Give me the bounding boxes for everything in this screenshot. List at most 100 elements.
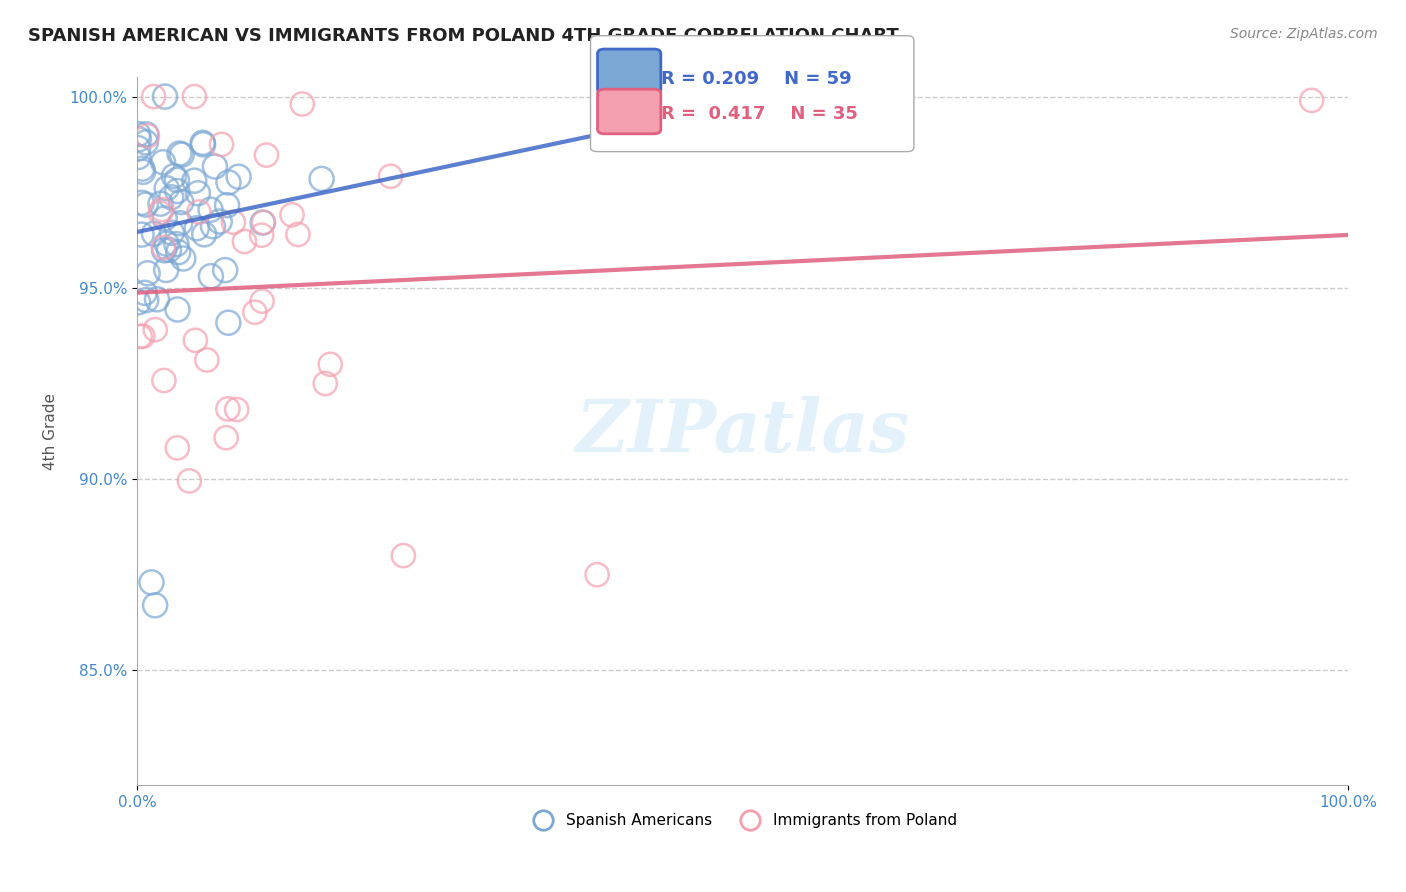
Point [222,215,245,229]
Point [281,208,304,222]
Point [191,136,214,150]
Point [311,172,333,186]
Point [204,160,226,174]
Point [217,316,239,330]
Point [142,227,165,241]
Point [200,202,222,217]
Point [156,181,179,195]
Point [225,402,247,417]
Point [183,174,205,188]
Point [149,196,172,211]
Point [153,244,176,258]
Point [153,89,176,103]
Point [135,197,157,211]
Point [586,567,609,582]
Point [166,302,188,317]
Point [150,202,173,217]
Point [129,329,152,343]
Point [163,169,186,184]
Legend: Spanish Americans, Immigrants from Poland: Spanish Americans, Immigrants from Polan… [522,807,963,834]
Point [127,150,149,164]
Point [250,294,273,309]
Point [143,599,166,613]
Point [167,245,190,260]
Point [186,221,208,235]
Point [166,173,188,187]
Point [201,219,224,234]
Point [217,176,239,190]
Point [215,431,238,445]
Point [160,190,183,204]
Point [187,186,209,201]
Point [214,263,236,277]
Point [208,214,231,228]
Point [135,128,157,142]
Point [211,137,233,152]
Point [169,146,191,161]
Point [183,89,205,103]
Point [135,293,157,307]
Point [160,226,183,240]
Point [132,329,155,343]
Point [243,305,266,319]
Y-axis label: 4th Grade: 4th Grade [44,392,58,470]
Point [233,235,256,249]
Point [127,141,149,155]
Point [228,169,250,184]
Point [155,263,177,277]
Point [169,216,191,230]
Point [256,148,278,162]
Point [191,137,214,152]
Point [155,236,177,251]
Point [149,206,172,220]
Point [136,128,159,143]
Point [217,401,239,416]
Point [170,147,193,161]
Point [291,97,314,112]
Point [380,169,402,184]
Point [146,293,169,307]
Point [143,323,166,337]
Point [287,227,309,242]
Point [153,374,176,388]
Point [195,353,218,368]
Point [127,295,149,310]
Point [127,127,149,141]
Point [252,215,274,229]
Point [319,357,342,371]
Point [157,243,180,257]
Text: Source: ZipAtlas.com: Source: ZipAtlas.com [1230,27,1378,41]
Point [166,184,188,198]
Point [252,216,274,230]
Point [166,441,188,455]
Point [200,269,222,284]
Point [170,195,193,210]
Text: SPANISH AMERICAN VS IMMIGRANTS FROM POLAND 4TH GRADE CORRELATION CHART: SPANISH AMERICAN VS IMMIGRANTS FROM POLA… [28,27,898,45]
Point [132,165,155,179]
Point [131,227,153,242]
Point [187,205,209,219]
Point [141,575,163,590]
Point [165,237,187,252]
Point [250,228,273,243]
Point [128,132,150,146]
Point [153,211,176,226]
Text: R =  0.417    N = 35: R = 0.417 N = 35 [661,105,858,123]
Point [131,195,153,210]
Point [314,376,336,391]
Point [215,198,238,212]
Point [1301,94,1323,108]
Point [142,89,165,103]
Point [184,334,207,348]
Point [392,549,415,563]
Point [134,285,156,300]
Point [179,474,201,488]
Text: ZIPatlas: ZIPatlas [575,396,910,467]
Point [172,252,194,266]
Point [152,240,174,254]
Point [136,266,159,280]
Point [193,227,215,242]
Point [131,161,153,176]
Point [135,136,157,150]
Text: R = 0.209    N = 59: R = 0.209 N = 59 [661,70,852,87]
